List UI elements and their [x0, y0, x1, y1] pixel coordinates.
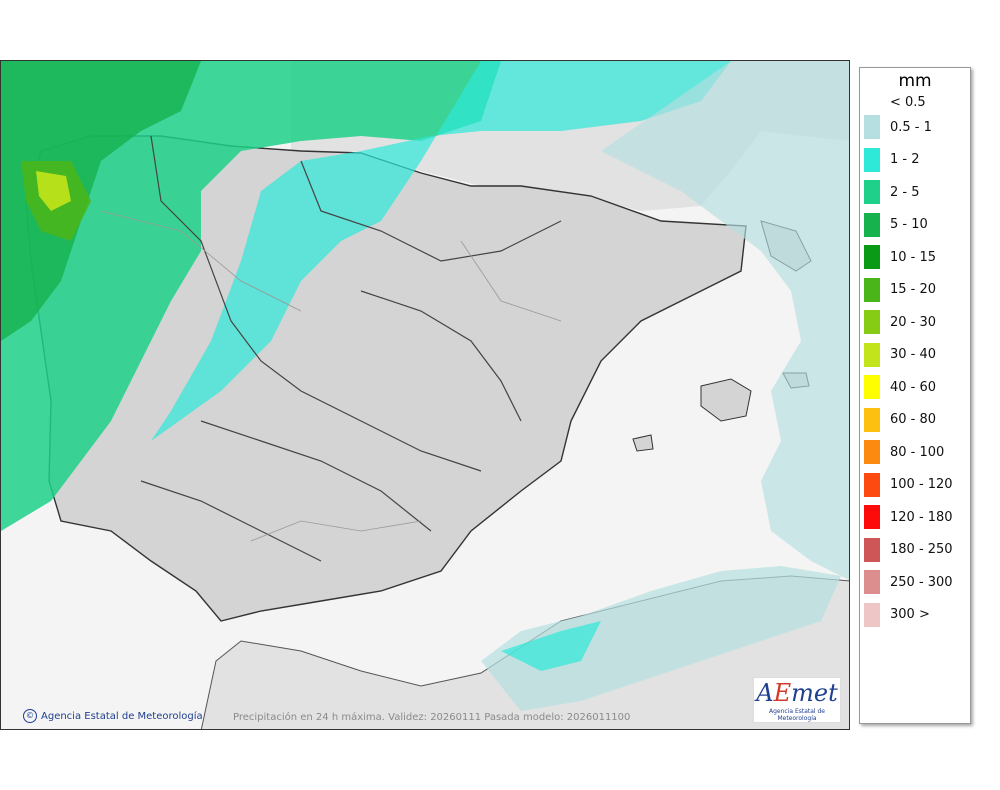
map-caption: Precipitación en 24 h máxima. Validez: 2… — [233, 712, 631, 723]
credit-text: Agencia Estatal de Meteorología — [41, 710, 203, 722]
legend-swatch — [864, 310, 880, 335]
province-boundaries — [100, 210, 562, 542]
legend-item: 300 > — [860, 599, 970, 632]
legend-swatch — [864, 277, 880, 302]
legend-item: 1 - 2 — [860, 144, 970, 177]
legend-label: 120 - 180 — [890, 509, 953, 525]
legend-item: 40 - 60 — [860, 371, 970, 404]
logo-subtext: Agencia Estatal de Meteorología — [768, 708, 825, 722]
legend-label: 180 - 250 — [890, 542, 953, 558]
legend-label: 80 - 100 — [890, 444, 945, 460]
legend-swatch — [864, 245, 880, 270]
legend-swatch — [864, 115, 880, 140]
legend-label: 2 - 5 — [890, 184, 920, 200]
legend-item: 100 - 120 — [860, 469, 970, 502]
legend-item: 10 - 15 — [860, 241, 970, 274]
legend-item: 120 - 180 — [860, 501, 970, 534]
legend-item: 20 - 30 — [860, 306, 970, 339]
legend-item: 250 - 300 — [860, 566, 970, 599]
legend-swatch — [864, 505, 880, 530]
rain-0.5-1-east — [601, 61, 849, 580]
precipitation-map: © Agencia Estatal de Meteorología Precip… — [0, 60, 850, 730]
legend-item: 180 - 250 — [860, 534, 970, 567]
legend-label: 60 - 80 — [890, 412, 937, 428]
legend-swatch — [864, 570, 880, 595]
legend-label: 40 - 60 — [890, 379, 937, 395]
rain-30-40 — [36, 171, 71, 211]
copyright-icon: © — [23, 709, 37, 723]
mallorca — [700, 378, 752, 422]
ibiza — [632, 434, 654, 452]
legend-item: 0.5 - 1 — [860, 111, 970, 144]
legend-label: < 0.5 — [890, 94, 926, 110]
legend-item: 80 - 100 — [860, 436, 970, 469]
legend-swatch — [864, 602, 880, 627]
legend-label: 15 - 20 — [890, 282, 937, 298]
region-boundaries — [140, 135, 562, 562]
legend-label: 250 - 300 — [890, 574, 953, 590]
legend-swatch — [864, 440, 880, 465]
legend-swatch — [864, 342, 880, 367]
map-canvas — [1, 61, 849, 729]
legend-label: 100 - 120 — [890, 477, 953, 493]
logo-word: AEmet — [756, 679, 838, 707]
legend-item: 30 - 40 — [860, 339, 970, 372]
legend-label: 20 - 30 — [890, 314, 937, 330]
legend-item: 5 - 10 — [860, 209, 970, 242]
legend-items: 0.5 - 1 1 - 2 2 - 5 5 - 10 10 - 15 15 - 20 20 … — [860, 111, 970, 631]
rain-1-2 — [151, 61, 731, 441]
legend-item-min: < 0.5 — [860, 93, 970, 111]
legend-swatch — [864, 147, 880, 172]
rain-0.5-1-south — [481, 566, 841, 711]
legend-item: 15 - 20 — [860, 274, 970, 307]
precipitation-legend: mm < 0.5 0.5 - 1 1 - 2 2 - 5 5 - 10 10 - 15 1… — [859, 67, 971, 724]
legend-swatch — [864, 180, 880, 205]
legend-item: 60 - 80 — [860, 404, 970, 437]
legend-label: 300 > — [890, 607, 930, 623]
legend-swatch — [864, 537, 880, 562]
legend-swatch — [864, 375, 880, 400]
legend-unit: mm — [898, 71, 932, 91]
legend-label: 5 - 10 — [890, 217, 928, 233]
legend-label: 1 - 2 — [890, 152, 920, 168]
legend-label: 10 - 15 — [890, 249, 937, 265]
legend-swatch — [864, 407, 880, 432]
legend-label: 30 - 40 — [890, 347, 937, 363]
legend-swatch — [864, 472, 880, 497]
rain-2-5 — [1, 61, 501, 531]
aemet-logo: AEmet Agencia Estatal de Meteorología — [753, 677, 841, 723]
rain-5-10 — [1, 61, 201, 341]
aemet-credit: © Agencia Estatal de Meteorología — [23, 709, 203, 723]
legend-label: 0.5 - 1 — [890, 119, 932, 135]
legend-swatch — [864, 212, 880, 237]
rain-1-2-south — [501, 621, 601, 671]
legend-item: 2 - 5 — [860, 176, 970, 209]
